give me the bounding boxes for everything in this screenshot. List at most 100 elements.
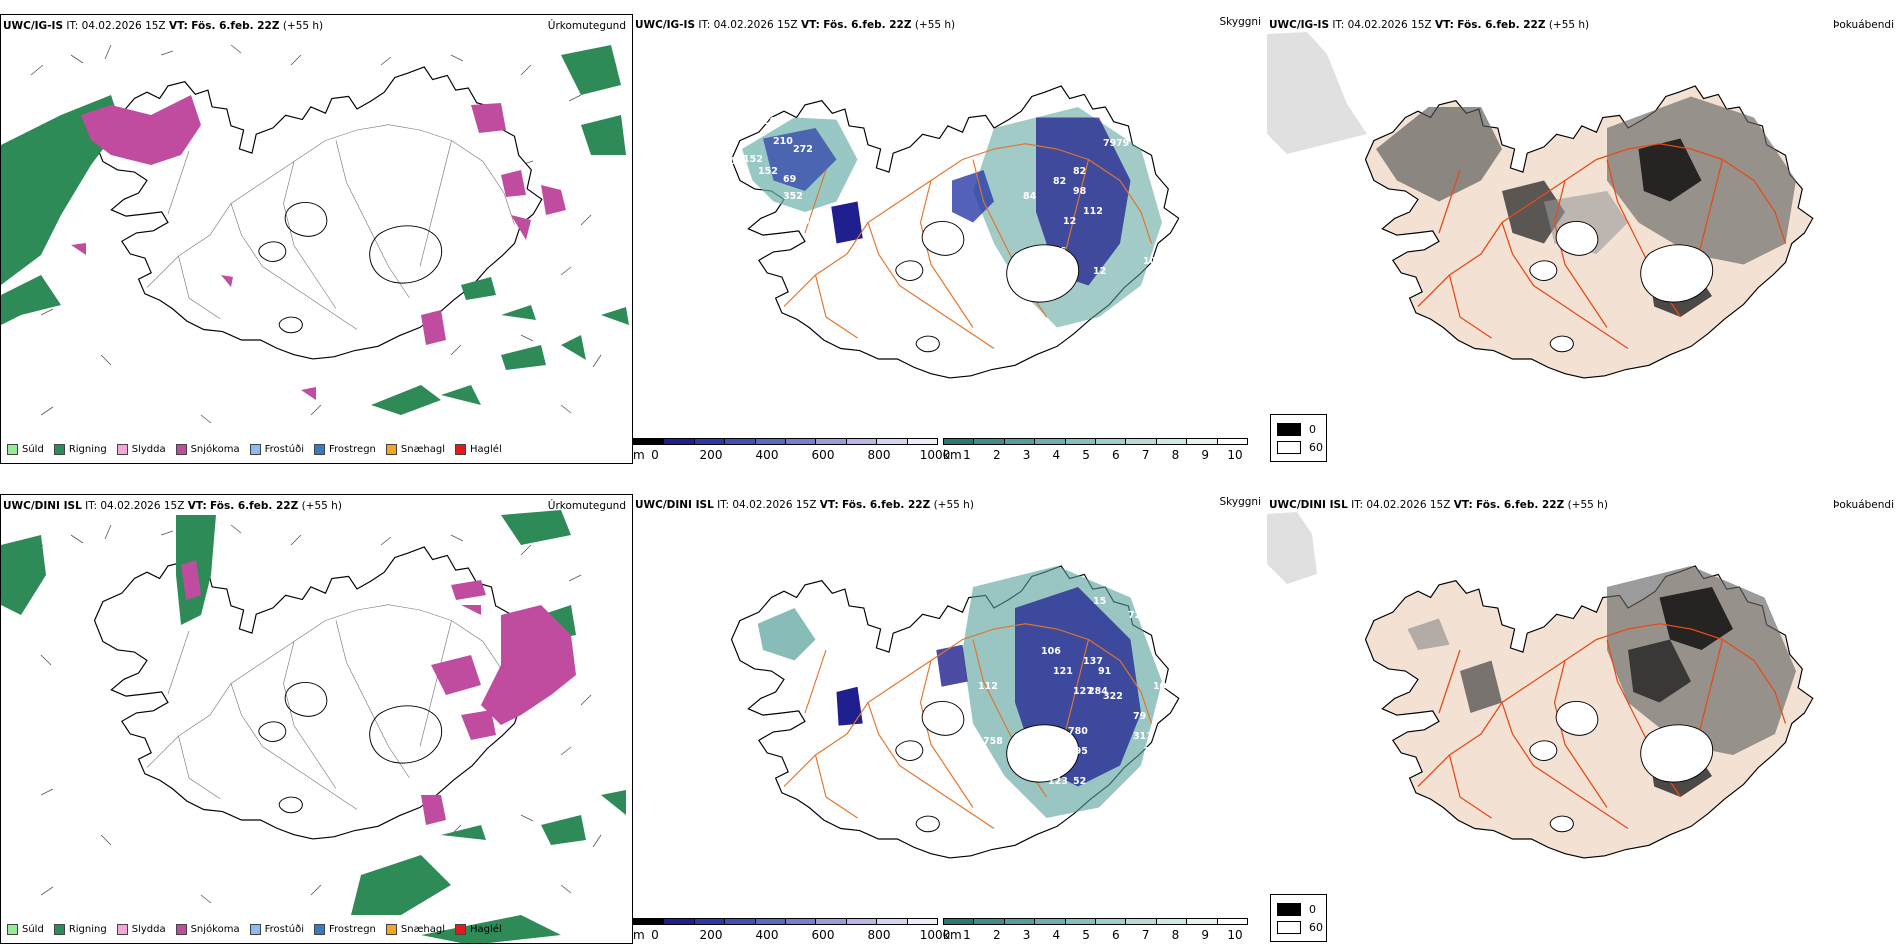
colorbar-tick: 800 — [867, 448, 891, 462]
colorbar-step — [1126, 439, 1157, 444]
colorbar — [633, 438, 938, 445]
precip-title-top: Úrkomutegund — [547, 20, 626, 32]
vis-value-label: 43 — [1173, 616, 1186, 627]
legend-label: Slydda — [131, 444, 166, 455]
vis-value-label: 106 — [1041, 646, 1061, 657]
colorbar-tick: 1 — [963, 448, 971, 462]
colorbar-tick: 200 — [699, 928, 723, 942]
colorbar-tick: 9 — [1201, 928, 1210, 942]
vis-value-label: 112 — [1073, 86, 1093, 97]
vis-value-label: 57 — [1113, 336, 1126, 347]
vis-value-label: 758 — [983, 736, 1003, 747]
colorbar-unit: m — [633, 928, 645, 942]
fog-title-bottom: Þokuábendi — [1833, 499, 1894, 511]
vis-value-label: 12 — [1093, 266, 1106, 277]
vis-title-bottom: Skyggni — [1219, 496, 1262, 508]
legend-label: Snæhagl — [400, 924, 446, 935]
vis-panel-top: 125 157 200 210 272 90 152 152 69 352 424 68 112 70 79… — [633, 14, 1267, 464]
vis-value-label: 200 — [763, 116, 783, 127]
colorbar-tick: 2 — [992, 448, 1001, 462]
legend-label: Slydda — [131, 924, 166, 935]
vis-value-label: 69 — [783, 174, 796, 185]
vis-value-label: 60 — [1209, 166, 1223, 177]
vis-value-label: 127 — [1073, 686, 1093, 697]
colorbar-step — [1004, 919, 1036, 924]
colorbar-tick: 3 — [1022, 448, 1031, 462]
colorbar-tick: 1000 — [919, 928, 951, 942]
snow-areas — [181, 560, 576, 825]
vis-value-label: 65 — [1143, 586, 1156, 597]
fog-header-bottom: UWC/DINI ISL IT: 04.02.2026 15Z VT: Fös.… — [1269, 499, 1608, 511]
colorbar-tick: 600 — [811, 448, 835, 462]
vis-value-label: 137 — [1083, 656, 1103, 667]
colorbar-tick: 10 — [1227, 928, 1243, 942]
legend-swatch — [455, 444, 467, 455]
fog-legend-max: 60 — [1309, 921, 1323, 934]
legend-swatch — [249, 444, 261, 455]
fog-legend-top: 0 60 — [1270, 414, 1327, 462]
colorbar-step — [1217, 439, 1248, 444]
colorbar-tick: 0 — [651, 928, 659, 942]
colorbar-step — [816, 439, 847, 444]
precip-title-bottom: Úrkomutegund — [547, 500, 626, 512]
legend-label: Rigning — [68, 444, 107, 455]
vis-value-label: 352 — [783, 191, 803, 202]
legend-item: Haglél — [455, 924, 502, 935]
colorbar-tick: 600 — [811, 928, 835, 942]
vis-value-label: 79 — [1103, 138, 1116, 149]
precip-panel-top: UWC/IG-IS IT: 04.02.2026 15Z VT: Fös. 6.… — [0, 14, 633, 464]
colorbar-step — [786, 919, 817, 924]
vis-value-label: 90 — [1198, 251, 1212, 262]
colorbar-tick: 3 — [1022, 928, 1031, 942]
fog-map-bottom — [1267, 512, 1814, 859]
vis-value-label: 12 — [1143, 746, 1156, 757]
colorbar-step — [974, 439, 1005, 444]
colorbar-tick: 5 — [1082, 448, 1090, 462]
legend-swatch — [175, 444, 187, 455]
vis-value-label: 76 — [1053, 246, 1067, 257]
precip-legend-top: Súld Rigning Slydda Snjókoma Frostúði Frostre… — [7, 444, 502, 455]
legend-swatch — [455, 924, 467, 935]
colorbar-tick: 5 — [1082, 928, 1090, 942]
fog-shading — [1407, 566, 1796, 797]
legend-label: Haglél — [470, 444, 502, 455]
vis-value-label: 12 — [1063, 216, 1076, 227]
fog-legend-bottom: 0 60 — [1270, 894, 1327, 942]
vis-value-label: 61 — [1203, 156, 1216, 167]
vis-value-label: 90 — [723, 156, 737, 167]
colorbar-tick: 10 — [1227, 448, 1243, 462]
vis-value-label: 106 — [1153, 681, 1173, 692]
colorbar-tick: 7 — [1141, 928, 1150, 942]
colorbar-step — [755, 439, 787, 444]
vis-value-label: 127 — [1173, 256, 1193, 267]
colorbar-step — [974, 919, 1005, 924]
vis-value-label: 98 — [1073, 186, 1087, 197]
legend-item: Snæhagl — [385, 444, 445, 455]
vis-value-label: 322 — [1103, 691, 1123, 702]
colorbar-tick: 400 — [755, 928, 779, 942]
colorbar-step — [877, 439, 908, 444]
fog-legend-min: 0 — [1309, 423, 1316, 436]
vis-title-top: Skyggni — [1219, 16, 1262, 28]
vis-value-label: 82 — [1053, 176, 1066, 187]
colorbar-step — [944, 919, 975, 924]
vis-value-label: 311 — [1133, 731, 1153, 742]
legend-swatch — [7, 444, 18, 455]
precip-header-bottom: UWC/DINI ISL IT: 04.02.2026 15Z VT: Fös.… — [3, 500, 342, 512]
vis-value-label: 121 — [1053, 666, 1073, 677]
legend-item: Slydda — [116, 924, 166, 935]
legend-swatch — [175, 924, 187, 935]
colorbar-tick: 9 — [1201, 448, 1210, 462]
vis-value-label: 58 — [1188, 646, 1202, 657]
colorbar-step — [1096, 919, 1127, 924]
colorbar-step — [634, 919, 665, 924]
legend-item: Frostúði — [249, 924, 304, 935]
vis-value-label: 123 — [1048, 776, 1068, 787]
colorbar-tick: 200 — [699, 448, 723, 462]
vis-value-label: 91 — [1098, 666, 1111, 677]
vis-value-label: 210 — [773, 136, 793, 147]
legend-item: Frostregn — [314, 444, 376, 455]
legend-item: Frostúði — [249, 444, 304, 455]
